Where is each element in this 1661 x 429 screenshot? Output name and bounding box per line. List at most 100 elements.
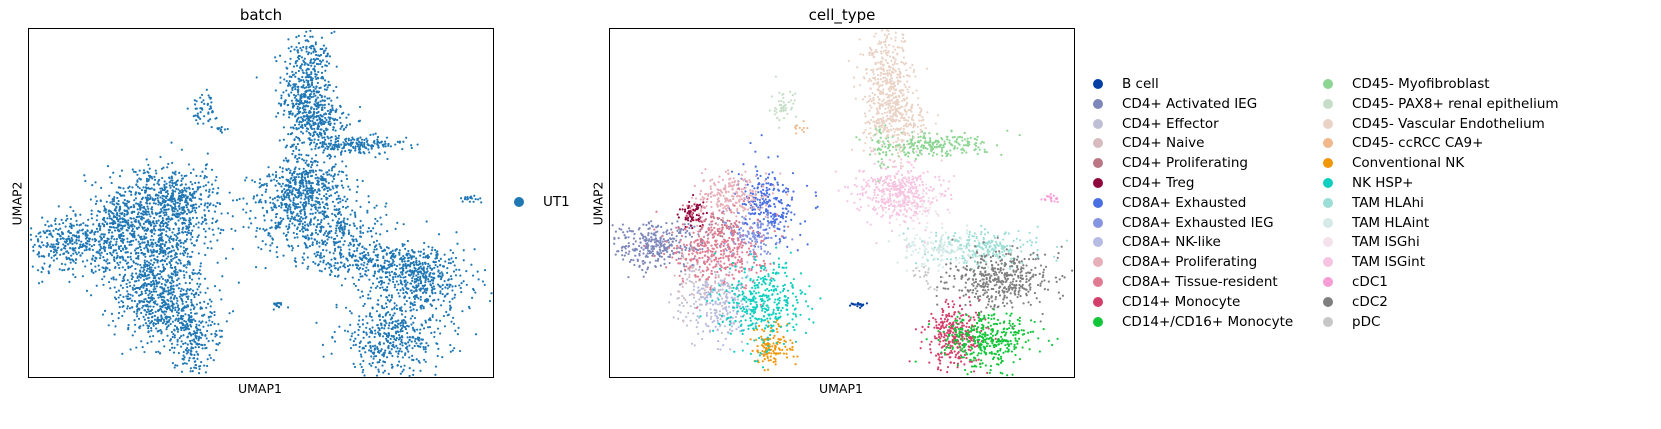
point-ut1 <box>283 187 286 191</box>
point-ut1 <box>442 299 445 303</box>
point-ut1 <box>110 277 113 280</box>
point-ut1 <box>297 153 301 156</box>
point-ut1 <box>296 212 299 215</box>
point-ut1 <box>198 197 201 200</box>
point-ut1 <box>184 239 187 243</box>
point-ut1 <box>110 218 114 221</box>
point-ut1 <box>262 214 266 217</box>
point-ut1 <box>340 221 343 224</box>
point-ut1 <box>37 251 41 254</box>
point-ut1 <box>90 270 93 273</box>
point-ut1 <box>354 337 357 340</box>
point-ut1 <box>337 144 340 147</box>
point-ut1 <box>399 324 402 327</box>
point-ut1 <box>470 296 474 299</box>
point-ut1 <box>320 123 323 126</box>
point-ut1 <box>163 310 166 313</box>
point-ut1 <box>147 273 150 276</box>
point-ut1 <box>413 301 416 304</box>
point-ut1 <box>342 232 345 235</box>
point-ut1 <box>289 57 292 60</box>
point-ut1 <box>331 219 334 222</box>
point-ut1 <box>122 234 125 238</box>
point-ut1 <box>257 246 260 249</box>
point-ut1 <box>449 308 452 311</box>
point-ut1 <box>152 274 155 277</box>
point-ut1 <box>162 201 165 204</box>
point-ut1 <box>373 355 376 358</box>
point-ut1 <box>298 172 301 175</box>
point-ut1 <box>291 112 294 115</box>
point-ut1 <box>459 286 462 290</box>
point-ut1 <box>309 125 312 128</box>
point-ut1 <box>337 274 340 277</box>
point-ut1 <box>396 355 399 358</box>
point-ut1 <box>130 299 134 302</box>
point-ut1 <box>302 92 306 96</box>
point-ut1 <box>378 152 381 155</box>
point-ut1 <box>218 289 221 292</box>
point-ut1 <box>310 234 313 237</box>
point-ut1 <box>143 235 146 238</box>
point-ut1 <box>426 265 430 268</box>
point-ut1 <box>441 265 445 268</box>
point-ut1 <box>66 250 69 253</box>
point-ut1 <box>75 223 79 226</box>
point-ut1 <box>164 199 167 203</box>
point-ut1 <box>183 209 186 212</box>
point-ut1 <box>415 274 418 277</box>
point-ut1 <box>410 289 413 292</box>
point-ut1 <box>352 340 356 343</box>
point-ut1 <box>204 164 208 167</box>
point-ut1 <box>311 241 314 244</box>
point-ut1 <box>412 272 415 275</box>
point-ut1 <box>436 265 439 268</box>
point-ut1 <box>252 197 255 200</box>
point-ut1 <box>135 304 139 308</box>
point-ut1 <box>312 117 315 120</box>
point-ut1 <box>421 263 424 266</box>
point-ut1 <box>385 305 388 309</box>
point-ut1 <box>166 279 170 282</box>
point-ut1 <box>331 336 334 339</box>
point-ut1 <box>412 358 415 362</box>
point-ut1 <box>323 136 326 139</box>
point-ut1 <box>397 352 400 355</box>
point-ut1 <box>98 252 101 255</box>
point-ut1 <box>172 284 175 287</box>
point-ut1 <box>197 226 200 229</box>
point-ut1 <box>413 266 416 270</box>
point-ut1 <box>299 64 302 68</box>
point-ut1 <box>150 228 153 232</box>
point-ut1 <box>452 260 455 263</box>
point-ut1 <box>143 268 146 271</box>
point-ut1 <box>314 145 317 148</box>
point-ut1 <box>317 206 320 209</box>
point-ut1 <box>42 255 45 258</box>
point-ut1 <box>90 245 93 248</box>
point-ut1 <box>431 282 435 285</box>
point-ut1 <box>391 276 395 279</box>
point-ut1 <box>179 197 182 200</box>
point-ut1 <box>320 169 323 172</box>
point-ut1 <box>333 237 337 240</box>
point-ut1 <box>315 321 318 324</box>
point-ut1 <box>376 277 379 280</box>
point-ut1 <box>410 323 413 326</box>
point-ut1 <box>387 282 390 285</box>
point-ut1 <box>181 231 185 234</box>
point-ut1 <box>376 135 380 139</box>
point-ut1 <box>342 171 345 174</box>
point-ut1 <box>329 142 333 145</box>
point-ut1 <box>174 324 177 327</box>
point-ut1 <box>123 310 126 313</box>
point-ut1 <box>134 267 137 271</box>
point-ut1 <box>366 209 369 212</box>
point-ut1 <box>38 244 41 247</box>
point-ut1 <box>90 217 94 220</box>
point-ut1 <box>345 137 348 140</box>
point-ut1 <box>148 264 151 267</box>
point-ut1 <box>141 238 144 241</box>
point-ut1 <box>319 100 322 103</box>
point-ut1 <box>352 362 355 365</box>
